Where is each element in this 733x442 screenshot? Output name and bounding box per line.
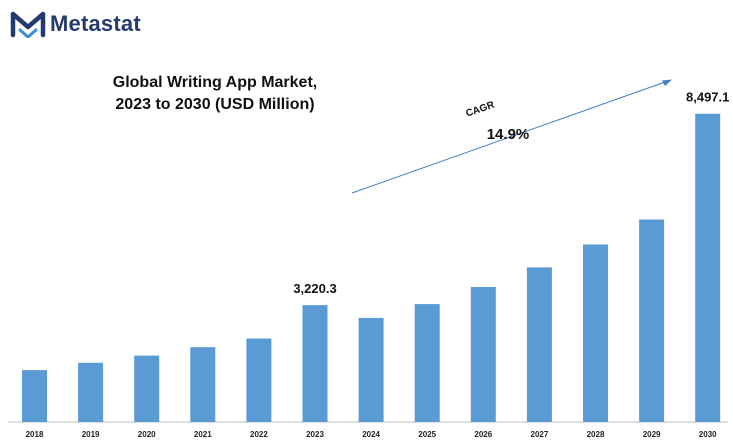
x-tick-2020: 2020 xyxy=(138,430,156,439)
x-tick-labels: 2018 2019 2020 2021 2022 2023 2024 2025 2026 2027… xyxy=(26,430,718,439)
x-tick-2019: 2019 xyxy=(82,430,100,439)
chart-title: Global Writing App Market, 2023 to 2030 … xyxy=(60,72,370,116)
x-tick-2027: 2027 xyxy=(531,430,549,439)
x-tick-2028: 2028 xyxy=(587,430,605,439)
x-tick-2030: 2030 xyxy=(699,430,717,439)
x-tick-2021: 2021 xyxy=(194,430,212,439)
metastat-m-icon xyxy=(10,11,46,38)
bar-2021 xyxy=(190,347,216,422)
cagr-arrowhead xyxy=(662,79,672,86)
x-tick-2023: 2023 xyxy=(306,430,324,439)
bars-group xyxy=(22,113,721,422)
x-tick-2018: 2018 xyxy=(26,430,44,439)
bar-2030 xyxy=(695,113,721,422)
brand-name: Metastat xyxy=(50,11,141,36)
bar-2028 xyxy=(583,244,608,422)
x-tick-2024: 2024 xyxy=(362,430,380,439)
bar-2029 xyxy=(639,219,665,422)
x-tick-2029: 2029 xyxy=(643,430,661,439)
bar-2018 xyxy=(22,370,47,422)
x-tick-2025: 2025 xyxy=(418,430,436,439)
x-tick-2026: 2026 xyxy=(474,430,492,439)
bar-2027 xyxy=(526,267,552,422)
cagr-value: 14.9% xyxy=(487,126,530,143)
data-label-2030: 8,497.1 xyxy=(686,90,729,105)
bar-2023 xyxy=(302,305,328,422)
chart-title-line-2: 2023 to 2030 (USD Million) xyxy=(115,96,315,113)
bar-2026 xyxy=(470,287,496,422)
cagr-label: CAGR xyxy=(464,99,496,119)
bar-2024 xyxy=(358,317,384,422)
data-label-2023: 3,220.3 xyxy=(293,281,336,296)
x-tick-2022: 2022 xyxy=(250,430,268,439)
bar-2025 xyxy=(414,304,440,422)
bar-2020 xyxy=(134,355,160,422)
brand-logo: Metastat xyxy=(10,10,141,38)
bar-2022 xyxy=(246,338,272,422)
cagr-arrow xyxy=(351,80,669,194)
chart-title-line-1: Global Writing App Market, xyxy=(112,74,318,91)
data-labels: 3,220.3 8,497.1 xyxy=(293,90,729,296)
bar-2019 xyxy=(78,362,104,422)
